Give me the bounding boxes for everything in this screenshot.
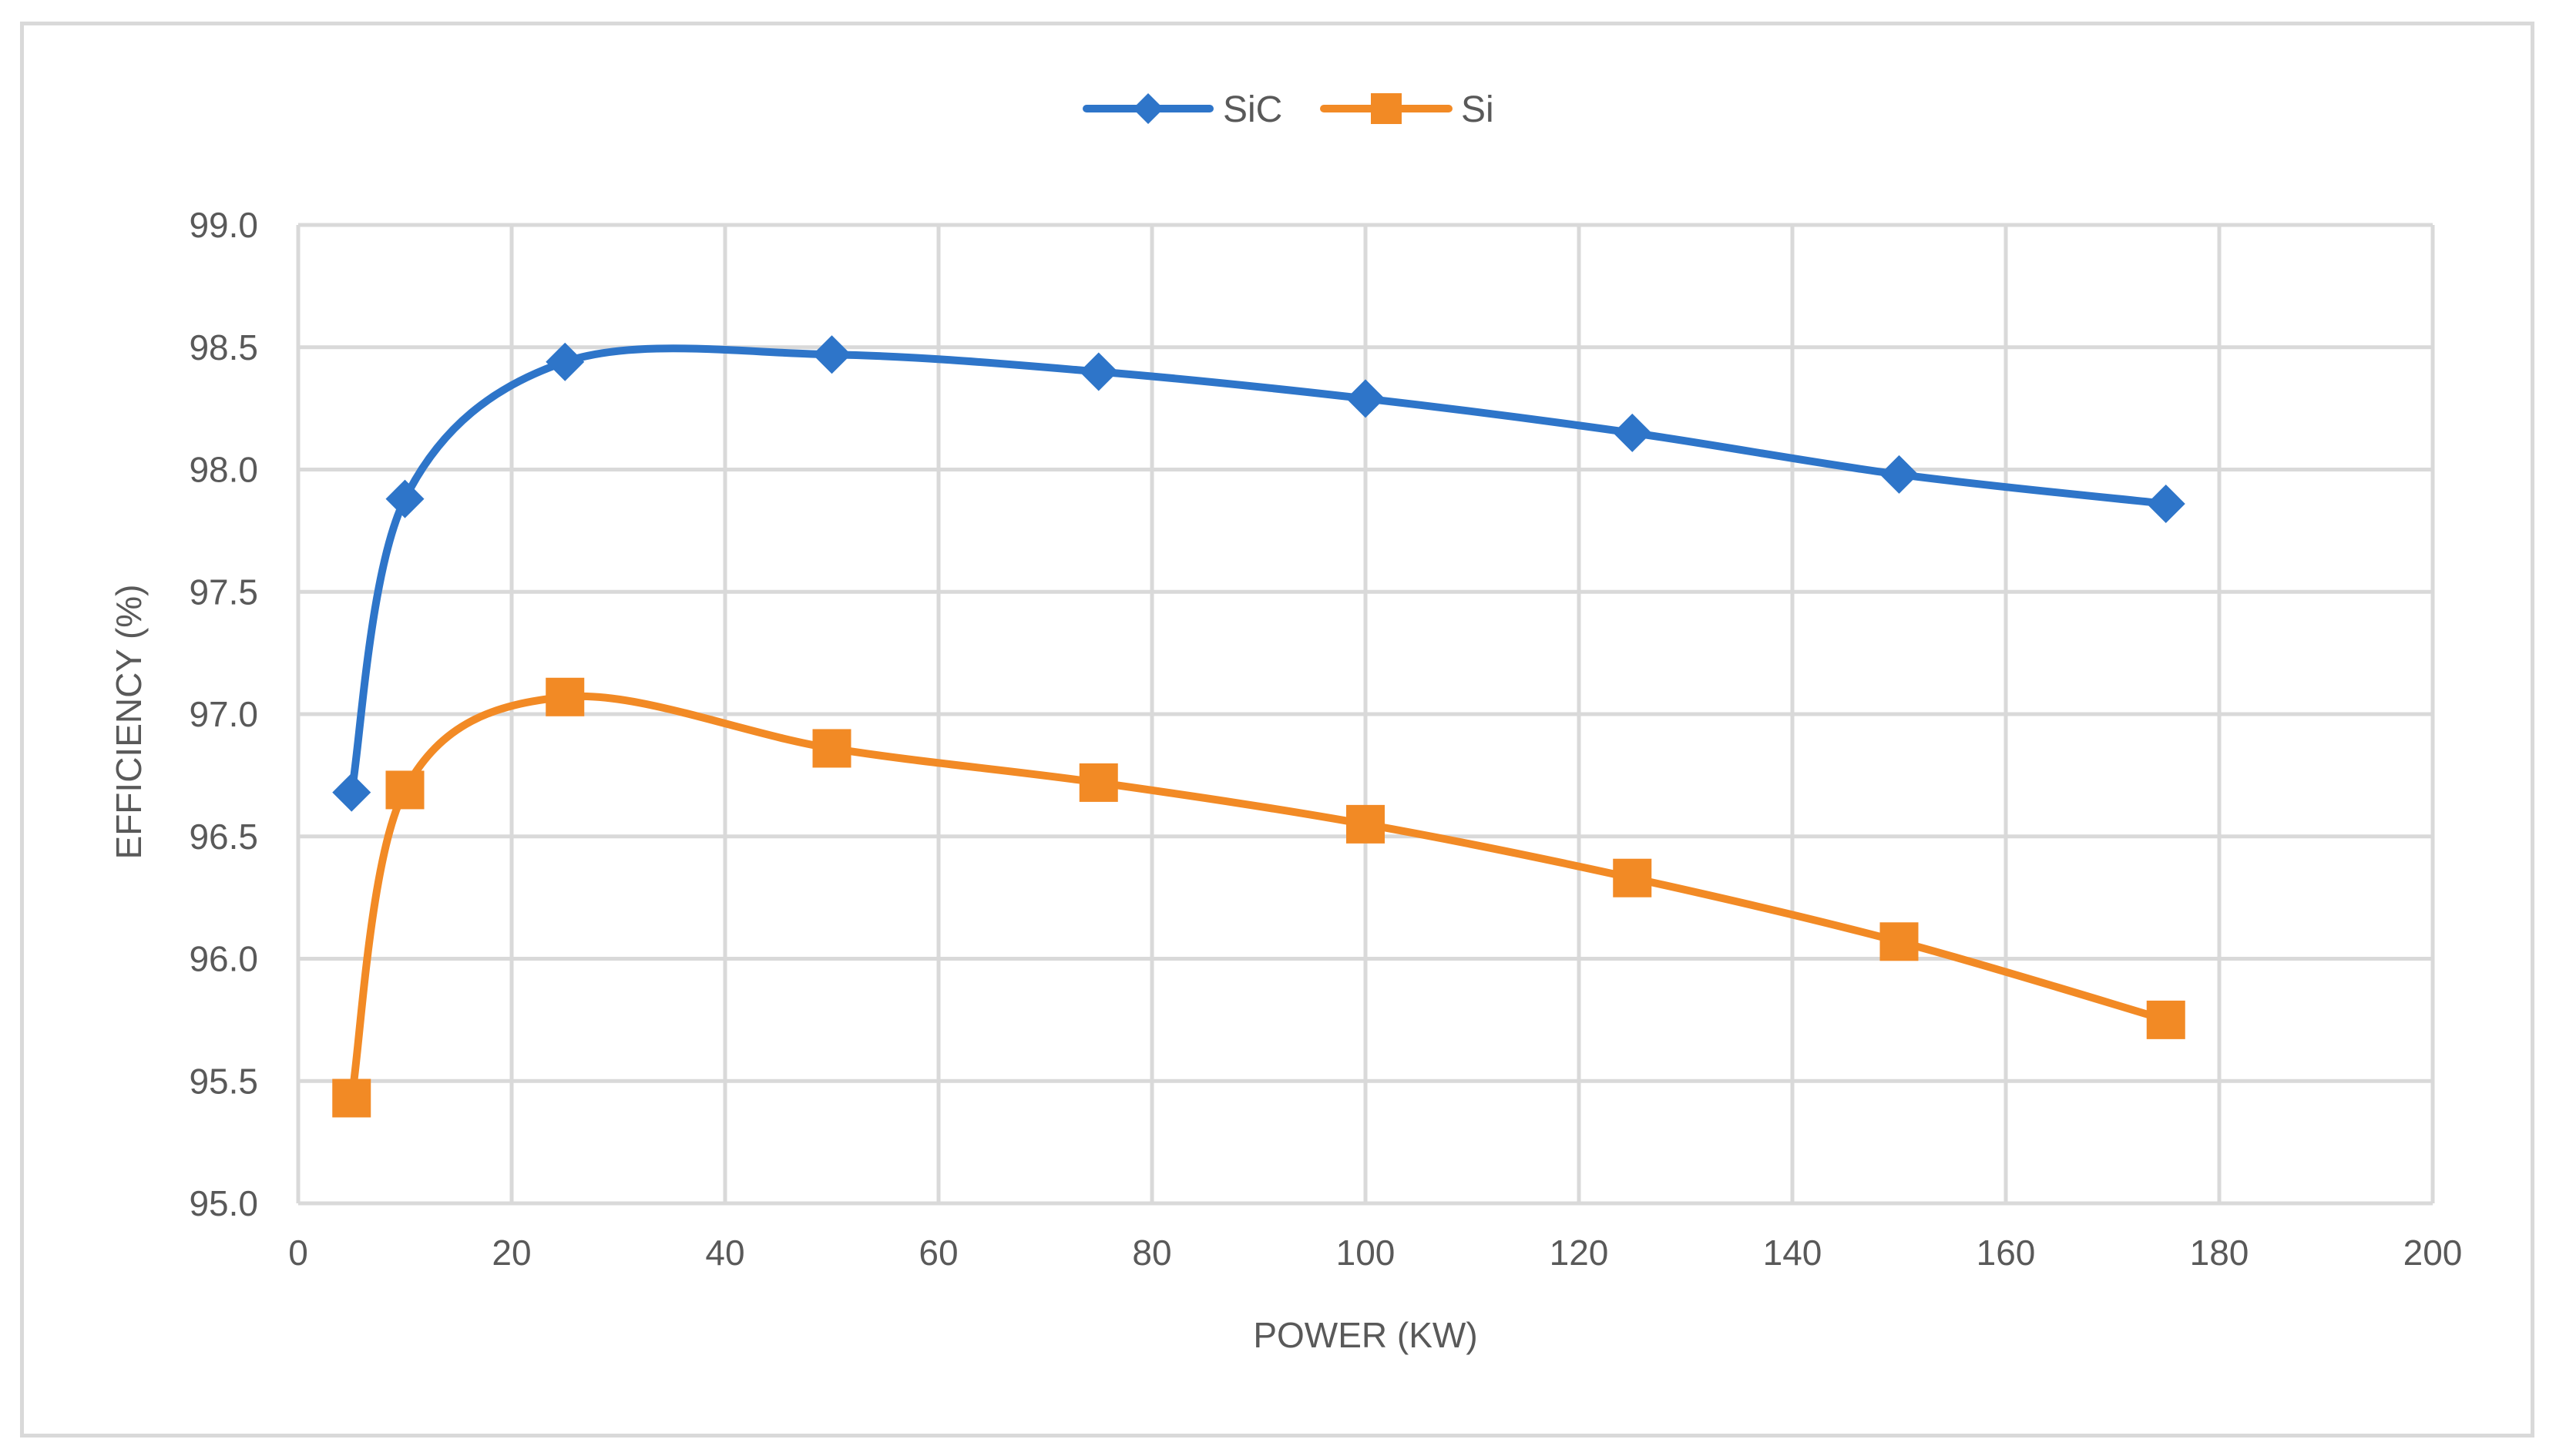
- x-tick-label: 60: [919, 1233, 958, 1273]
- data-point-sic: [2146, 484, 2185, 523]
- data-point-si: [1346, 804, 1385, 844]
- y-tick-label: 95.5: [189, 1061, 258, 1101]
- y-tick-label: 98.5: [189, 327, 258, 367]
- legend-label-si: Si: [1461, 89, 1494, 130]
- grid-layer: [296, 223, 2435, 1206]
- x-tick-label: 100: [1336, 1233, 1396, 1273]
- series-line-sic: [348, 344, 2170, 797]
- data-point-sic: [332, 773, 371, 812]
- x-tick-label: 160: [1977, 1233, 2036, 1273]
- x-tick-label: 20: [492, 1233, 531, 1273]
- legend: SiC Si: [1083, 89, 1494, 130]
- data-point-si: [812, 729, 851, 768]
- data-point-sic: [385, 479, 425, 518]
- y-tick-label: 97.0: [189, 694, 258, 734]
- x-tick-label: 180: [2190, 1233, 2249, 1273]
- data-point-sic: [1879, 455, 1919, 494]
- data-point-si: [1613, 858, 1652, 897]
- legend-label-sic: SiC: [1223, 89, 1282, 130]
- series-layer: [332, 335, 2185, 1118]
- x-tick-label: 120: [1550, 1233, 1609, 1273]
- data-point-si: [546, 677, 585, 716]
- legend-marker-sic: [1133, 93, 1164, 124]
- legend-marker-si: [1371, 93, 1402, 124]
- y-tick-label: 98.0: [189, 450, 258, 490]
- series-line-si: [348, 692, 2170, 1102]
- y-axis-title: EFFICIENCY (%): [109, 585, 149, 860]
- x-tick-label: 40: [705, 1233, 744, 1273]
- data-point-si: [1079, 763, 1118, 802]
- data-point-sic: [812, 335, 851, 374]
- x-tick-label: 0: [288, 1233, 308, 1273]
- x-tick-label: 80: [1132, 1233, 1171, 1273]
- y-tick-label: 99.0: [189, 205, 258, 245]
- data-point-si: [1879, 922, 1919, 961]
- y-tick-label: 97.5: [189, 572, 258, 612]
- data-point-si: [332, 1079, 371, 1118]
- data-point-sic: [1346, 379, 1385, 418]
- data-point-sic: [546, 342, 585, 381]
- data-point-sic: [1613, 413, 1652, 452]
- data-point-sic: [1079, 352, 1118, 391]
- x-tick-label: 200: [2403, 1233, 2463, 1273]
- y-tick-label: 96.5: [189, 817, 258, 857]
- y-tick-label: 96.0: [189, 939, 258, 979]
- data-point-si: [385, 770, 425, 810]
- x-tick-label: 140: [1763, 1233, 1822, 1273]
- tick-labels: 95.0 95.5 96.0 96.5 97.0 97.5 98.0 98.5 99.0 0 20 4…: [189, 205, 2462, 1273]
- data-point-si: [2146, 1000, 2185, 1039]
- y-tick-label: 95.0: [189, 1183, 258, 1223]
- x-axis-title: POWER (KW): [1253, 1315, 1477, 1355]
